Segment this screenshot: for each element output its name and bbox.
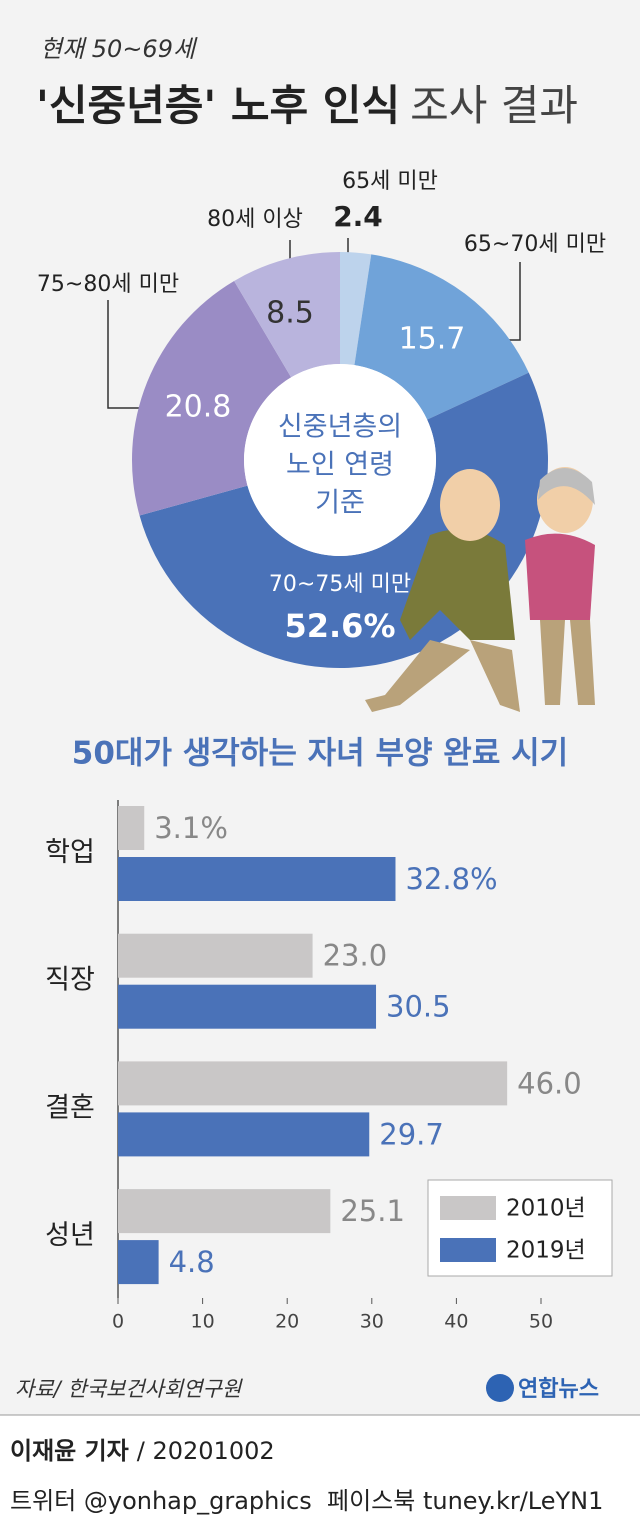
bar: [118, 1240, 159, 1285]
bar: [118, 933, 313, 978]
bar-value: 25.1: [340, 1194, 405, 1228]
x-tick-label: 50: [529, 1311, 553, 1333]
donut-slice: [132, 280, 292, 516]
title: '신중년층' 노후 인식 조사 결과: [36, 81, 578, 130]
title-rest: 조사 결과: [410, 81, 578, 130]
x-tick-label: 30: [360, 1311, 384, 1333]
donut-chart: 65세 미만 2.4 65~70세 미만 15.7 70~75세 미만 52.6% 75~8…: [37, 169, 606, 668]
slice-value: 52.6%: [284, 607, 395, 645]
x-tick-label: 20: [275, 1311, 299, 1333]
bar-chart: 0 10 20 30 40 50 학업 3.1% 32.8% 직장 23.0 30.5 결혼 46.0 29…: [45, 800, 613, 1333]
bar: [118, 984, 377, 1029]
legend-swatch: [440, 1238, 496, 1262]
bar-value: 3.1%: [154, 811, 228, 845]
legend-label: 2019년: [506, 1238, 586, 1264]
bar: [118, 1061, 508, 1106]
bar-value: 30.5: [386, 990, 451, 1024]
slice-value: 8.5: [266, 296, 314, 331]
category-label: 성년: [45, 1220, 95, 1251]
bar: [118, 857, 396, 901]
category-label: 결혼: [45, 1092, 95, 1123]
donut-hole: [244, 364, 436, 556]
donut-slice: [234, 252, 340, 378]
subtitle: 현재 50~69세: [40, 35, 198, 63]
man-leg: [470, 640, 520, 712]
man-leg: [365, 640, 470, 712]
bar-chart-title: 50대가 생각하는 자녀 부양 완료 시기: [72, 736, 568, 772]
social: 트위터 @yonhap_graphics 페이스북 tuney.kr/LeYN1: [10, 1487, 603, 1515]
legend-label: 2010년: [506, 1196, 586, 1222]
bar: [118, 1189, 331, 1234]
woman-hair: [538, 467, 595, 505]
category-label: 직장: [45, 965, 95, 996]
category-label: 학업: [45, 837, 95, 868]
slice-label: 65~70세 미만: [464, 232, 606, 257]
bar-value: 46.0: [517, 1066, 582, 1100]
slice-value: 2.4: [333, 200, 383, 233]
woman-body: [525, 533, 595, 620]
slice-label: 75~80세 미만: [37, 272, 179, 297]
byline: 이재윤 기자 / 20201002: [10, 1437, 275, 1465]
slice-label: 70~75세 미만: [269, 572, 411, 597]
x-tick-label: 40: [444, 1311, 468, 1333]
bar-value: 23.0: [323, 939, 388, 973]
center-label: 노인 연령: [286, 450, 394, 481]
x-tick-label: 10: [191, 1311, 215, 1333]
bar-value: 32.8%: [405, 862, 497, 896]
background: [0, 0, 640, 1415]
donut-slice: [340, 252, 372, 366]
man-body: [400, 529, 515, 640]
legend-swatch: [440, 1196, 496, 1220]
bar: [118, 1112, 370, 1157]
leader-line: [107, 300, 150, 409]
logo-icon: [486, 1374, 514, 1402]
slice-value: 15.7: [399, 322, 466, 357]
bar: [118, 806, 145, 850]
title-bold: '신중년층' 노후 인식: [36, 81, 400, 130]
slice-label: 80세 이상: [207, 207, 303, 232]
reporter: 이재윤 기자: [10, 1437, 129, 1465]
x-tick-label: 0: [112, 1311, 124, 1333]
illustration: [365, 467, 595, 712]
woman-legs: [540, 620, 595, 705]
bar-value: 29.7: [379, 1117, 444, 1151]
center-label: 기준: [315, 488, 365, 519]
slice-value: 20.8: [165, 390, 232, 425]
man-head: [440, 469, 500, 541]
center-label: 신중년층의: [278, 412, 402, 443]
source: 자료/ 한국보건사회연구원: [15, 1377, 243, 1401]
logo: 연합뉴스: [518, 1376, 599, 1402]
donut-slice: [354, 254, 529, 420]
slice-label: 65세 미만: [342, 169, 438, 194]
bar-value: 4.8: [169, 1245, 215, 1279]
date: / 20201002: [137, 1437, 275, 1465]
